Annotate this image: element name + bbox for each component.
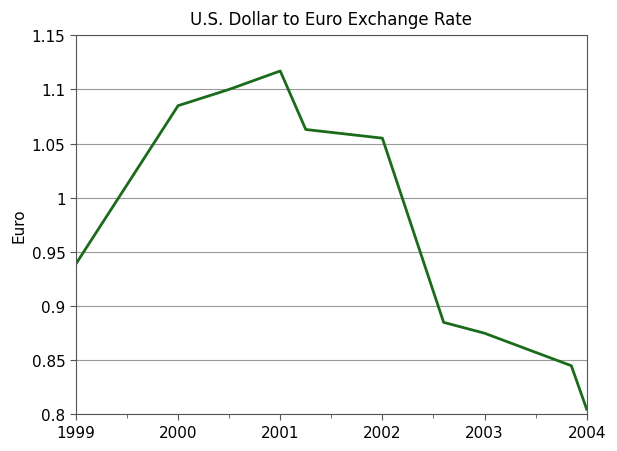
Y-axis label: Euro: Euro (11, 208, 26, 243)
Title: U.S. Dollar to Euro Exchange Rate: U.S. Dollar to Euro Exchange Rate (190, 11, 472, 29)
